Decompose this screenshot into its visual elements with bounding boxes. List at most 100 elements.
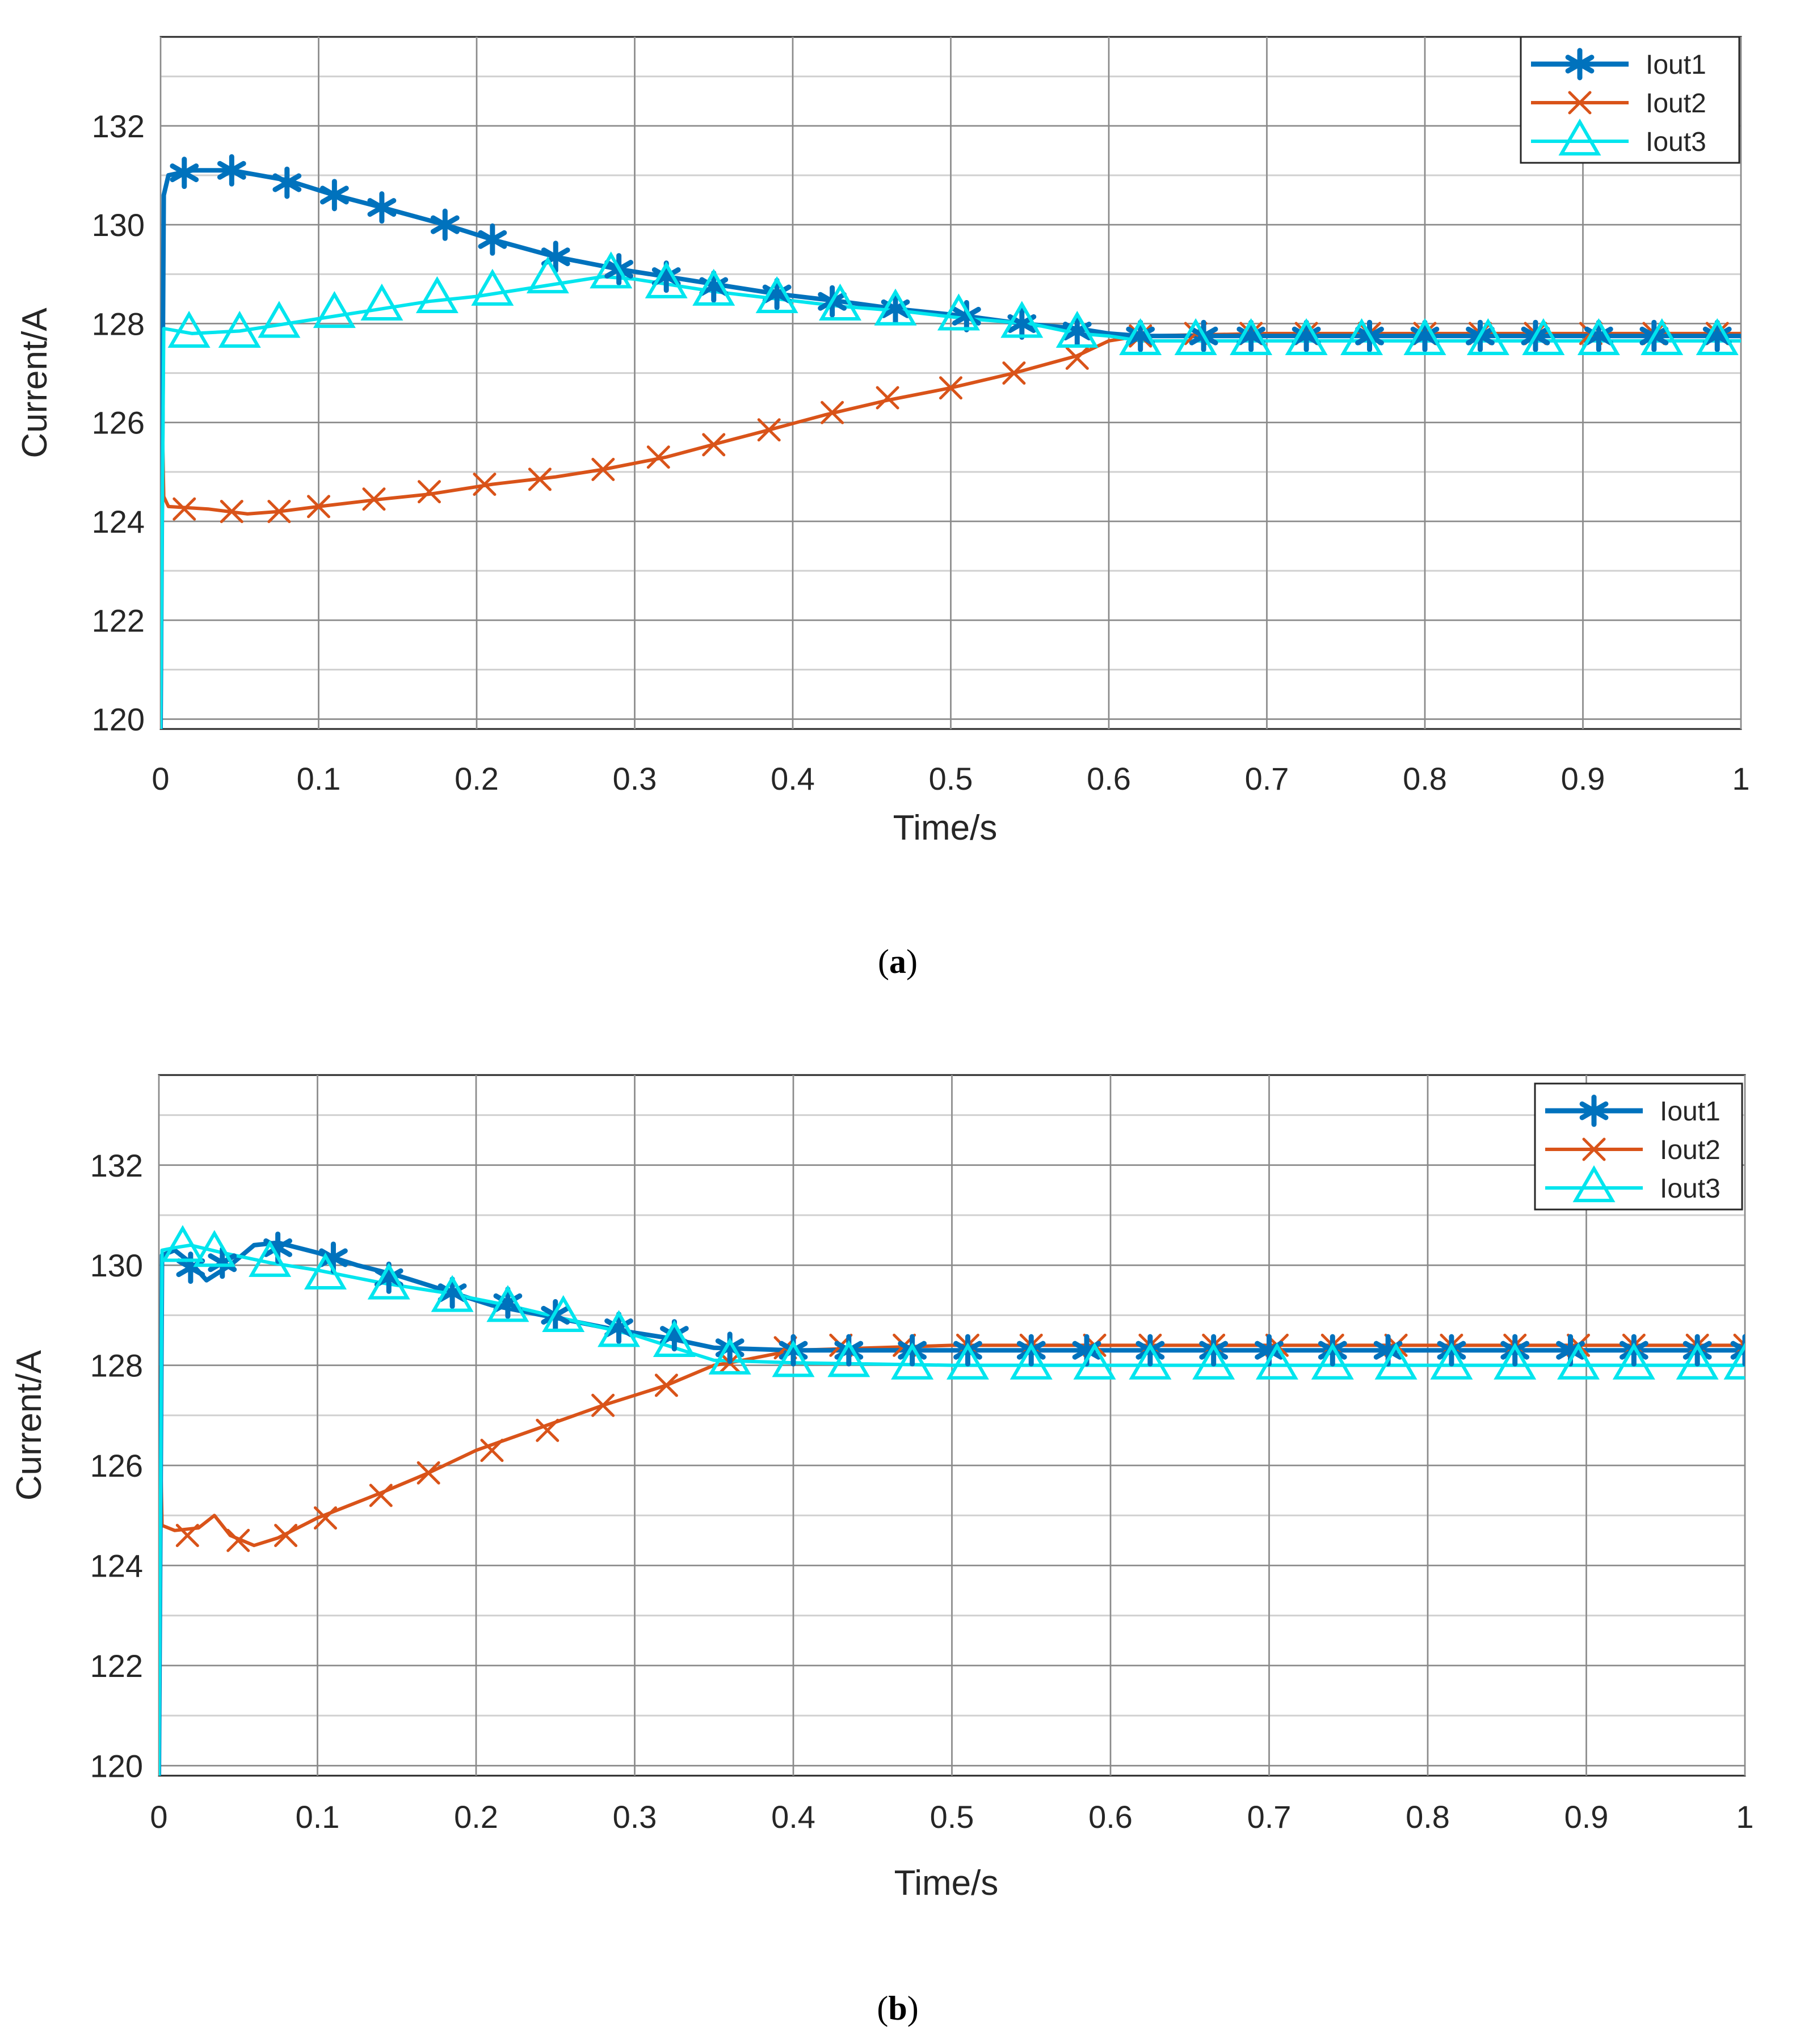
marker-iout2 xyxy=(313,1506,337,1530)
marker-iout3 xyxy=(431,1275,474,1312)
figure-caption: (a) xyxy=(878,943,918,980)
marker-iout1 xyxy=(430,208,460,241)
marker-iout3 xyxy=(1374,1342,1418,1380)
marker-iout3 xyxy=(542,1295,585,1332)
x-tick-label: 0 xyxy=(150,1799,167,1835)
marker-iout2 xyxy=(702,433,726,457)
marker-iout1 xyxy=(952,300,981,332)
x-tick-label: 0.8 xyxy=(1403,761,1447,796)
series-line-iout3 xyxy=(159,1243,1745,1776)
marker-iout1 xyxy=(319,179,349,212)
marker-iout3 xyxy=(590,251,633,289)
y-tick-label: 128 xyxy=(92,306,145,342)
marker-iout3 xyxy=(1494,1342,1537,1380)
marker-iout3 xyxy=(692,268,735,306)
marker-iout3 xyxy=(937,293,980,331)
x-tick-label: 0.4 xyxy=(771,761,815,796)
marker-iout1 xyxy=(478,223,507,256)
y-tick-label: 126 xyxy=(92,405,145,441)
marker-iout1 xyxy=(272,166,302,199)
marker-iout3 xyxy=(1612,1342,1655,1380)
marker-iout3 xyxy=(1073,1342,1116,1380)
marker-iout3 xyxy=(1230,318,1273,356)
marker-iout1 xyxy=(170,157,199,189)
marker-iout3 xyxy=(1557,1342,1600,1380)
marker-iout1 xyxy=(762,277,792,310)
marker-iout2 xyxy=(536,1418,560,1442)
legend: Iout1 Iout2 Iout3 xyxy=(1534,1082,1743,1211)
marker-iout2 xyxy=(175,1524,199,1548)
marker-iout1 xyxy=(898,1334,927,1367)
marker-iout2 xyxy=(173,497,196,521)
x-tick-label: 1 xyxy=(1736,1799,1753,1835)
x-tick-label: 0.7 xyxy=(1245,761,1289,796)
chart-b: 0 0.1 0.2 0.3 0.4 0.5 0.6 0.7 0.8 0.9 1 120 122 124 12… xyxy=(10,1074,1754,2027)
y-tick-label: 122 xyxy=(90,1648,143,1684)
x-tick-label: 0.9 xyxy=(1561,761,1605,796)
marker-iout3 xyxy=(1285,318,1328,356)
y-tick-label: 130 xyxy=(92,207,145,243)
marker-iout1 xyxy=(1292,319,1321,352)
x-tick-label: 0.5 xyxy=(930,1799,974,1835)
marker-iout2 xyxy=(876,386,899,410)
legend-marker-iout2 xyxy=(1568,91,1592,115)
x-tick-label: 0.2 xyxy=(454,1799,498,1835)
marker-iout2 xyxy=(274,1524,298,1548)
x-tick-label: 0.1 xyxy=(296,1799,340,1835)
legend-marker-iout2 xyxy=(1582,1137,1606,1161)
marker-iout3 xyxy=(891,1342,934,1380)
x-tick-label: 0.2 xyxy=(455,761,499,796)
marker-iout3 xyxy=(755,276,798,313)
x-tick-label: 0.3 xyxy=(613,1799,657,1835)
marker-iout3 xyxy=(1192,1342,1235,1380)
marker-iout3 xyxy=(1010,1342,1053,1380)
marker-iout3 xyxy=(415,276,459,313)
marker-iout3 xyxy=(1119,318,1162,356)
x-tick-label: 0.9 xyxy=(1564,1799,1609,1835)
marker-iout3 xyxy=(1403,318,1446,356)
marker-iout1 xyxy=(493,1286,523,1319)
marker-iout2 xyxy=(417,480,441,504)
legend-marker-iout1 xyxy=(1565,48,1595,81)
series-group xyxy=(159,1225,1745,1776)
marker-iout3 xyxy=(313,290,356,328)
x-axis-label: Time/s xyxy=(893,808,998,848)
y-axis-label: Current/A xyxy=(15,307,54,458)
marker-iout3 xyxy=(772,1340,815,1377)
marker-iout2 xyxy=(226,1528,250,1552)
marker-iout3 xyxy=(471,268,514,306)
marker-iout2 xyxy=(939,376,962,400)
marker-iout3 xyxy=(161,1225,204,1262)
marker-iout1 xyxy=(699,270,729,303)
marker-iout3 xyxy=(1174,318,1217,356)
legend-label-iout2: Iout2 xyxy=(1646,88,1706,119)
marker-iout3 xyxy=(1000,301,1044,338)
marker-iout3 xyxy=(1255,1342,1298,1380)
figure-caption: (b) xyxy=(877,1990,918,2027)
legend-label-iout1: Iout1 xyxy=(1660,1097,1721,1127)
marker-iout3 xyxy=(1696,318,1739,356)
x-tick-label: 0.5 xyxy=(929,761,973,796)
marker-iout3 xyxy=(874,288,917,326)
y-tick-label: 124 xyxy=(90,1548,143,1584)
marker-iout1 xyxy=(1199,1334,1229,1367)
marker-iout2 xyxy=(1002,361,1026,385)
x-tick-label: 1 xyxy=(1732,761,1749,796)
marker-iout2 xyxy=(473,473,497,496)
y-tick-label: 126 xyxy=(90,1448,143,1484)
marker-iout1 xyxy=(367,191,397,224)
marker-iout1 xyxy=(1016,1334,1046,1367)
marker-iout3 xyxy=(258,301,301,338)
legend-label-iout2: Iout2 xyxy=(1660,1135,1721,1165)
marker-iout3 xyxy=(360,283,403,321)
legend-label-iout3: Iout3 xyxy=(1660,1174,1721,1204)
marker-iout1 xyxy=(1126,319,1155,352)
y-tick-label: 132 xyxy=(92,108,145,144)
marker-iout1 xyxy=(217,154,246,187)
marker-iout2 xyxy=(369,1484,393,1507)
y-tick-label: 132 xyxy=(90,1148,143,1183)
marker-iout2 xyxy=(267,500,291,524)
marker-iout1 xyxy=(1702,319,1732,352)
marker-iout3 xyxy=(946,1342,989,1380)
x-tick-label: 0.4 xyxy=(771,1799,815,1835)
